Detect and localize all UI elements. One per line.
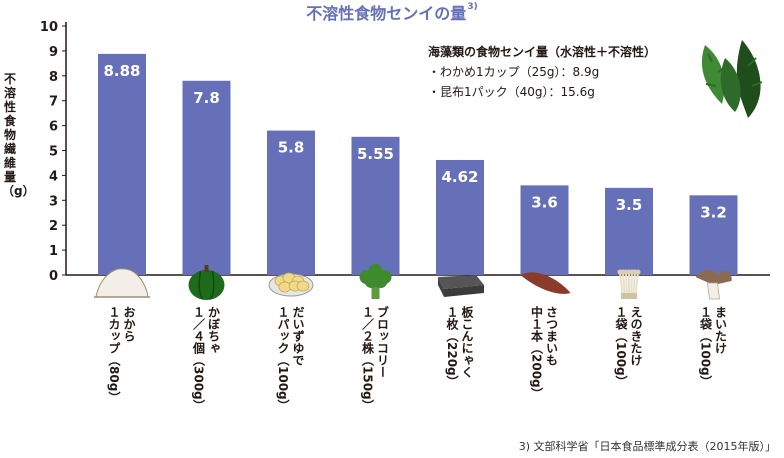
category-name: おから [122, 306, 136, 342]
y-tick-label: 8 [49, 70, 58, 85]
category-label: えのきたけ １袋（100g） [613, 306, 643, 388]
bar-1 [98, 53, 146, 275]
y-tick-label: 5 [49, 145, 58, 160]
note-line-wakame: ・わかめ1カップ（25g）：8.9g [428, 65, 600, 79]
y-tick-label: 4 [49, 169, 58, 184]
category-label: ブロッコリー １／２株（150g） [360, 306, 390, 412]
category-amount: １／４個（300g） [191, 306, 206, 412]
category-amount: １／２株（150g） [360, 306, 375, 412]
y-tick-label: 1 [49, 244, 58, 259]
y-tick-label: 10 [40, 20, 58, 35]
category-amount: １枚（220g） [445, 306, 459, 388]
category-label: だいずゆで １パック（100g） [275, 306, 305, 412]
chart-title: 不溶性食物センイの量3) [306, 2, 478, 23]
soybean-icon [268, 272, 314, 297]
bar-3 [267, 130, 315, 275]
food-icons [94, 264, 732, 300]
category-label: かぼちゃ １／４個（300g） [191, 306, 221, 412]
category-amount: 中１本（200g） [529, 306, 544, 400]
bar-value-label: 5.55 [357, 145, 394, 163]
category-name: だいずゆで [291, 306, 305, 366]
pumpkin-icon [188, 265, 225, 300]
y-tick-label: 3 [49, 194, 58, 209]
y-tick-label: 9 [49, 45, 58, 60]
maitake-icon [695, 270, 732, 300]
bar-5 [436, 159, 484, 275]
category-amount: １袋（100g） [698, 306, 713, 388]
category-label: おから １カップ（80g） [106, 306, 136, 403]
bar-2 [182, 80, 231, 275]
category-label: 板こんにゃく １枚（220g） [444, 306, 474, 388]
y-axis: 0 1 2 3 4 5 6 7 8 9 10 [40, 20, 770, 284]
y-tick-label: 2 [49, 219, 58, 234]
bar-value-label: 3.5 [616, 196, 643, 214]
category-name: まいたけ [713, 306, 728, 354]
y-tick-label: 0 [49, 269, 58, 284]
category-name: えのきたけ [629, 306, 643, 366]
sweet-potato-icon [520, 272, 571, 294]
category-name: ブロッコリー [375, 306, 390, 378]
category-amount: １パック（100g） [276, 306, 290, 412]
note-line-konbu: ・昆布1パック（40g）：15.6g [428, 85, 595, 99]
category-name: 板こんにゃく [460, 306, 474, 378]
source-note: 3) 文部科学省「日本食品標準成分表（2015年版）」 [518, 440, 776, 453]
bar-value-label: 8.88 [103, 62, 140, 80]
broccoli-icon [359, 264, 392, 299]
y-axis-label: 不溶性食物繊維量（g） [2, 72, 35, 198]
y-tick-label: 7 [49, 95, 58, 110]
seaweed-icon [701, 40, 763, 118]
y-tick-label: 6 [49, 120, 58, 135]
bar-value-label: 3.2 [700, 203, 727, 221]
category-amount: １カップ（80g） [107, 306, 121, 404]
bar-8 [689, 195, 738, 275]
okara-icon [94, 268, 150, 298]
category-name: かぼちゃ [206, 306, 221, 354]
bar-value-label: 5.8 [278, 139, 305, 157]
bar-7 [605, 187, 653, 275]
title-reference: 3) [467, 2, 478, 12]
bar-value-label: 4.62 [441, 168, 478, 186]
bar-value-label: 7.8 [193, 89, 220, 107]
seaweed-note: 海藻類の食物センイ量（水溶性＋不溶性） ・わかめ1カップ（25g）：8.9g ・… [428, 42, 656, 102]
bar-value-label: 3.6 [531, 193, 558, 211]
category-amount: １袋（100g） [614, 306, 628, 388]
bars: 8.88 7.8 5.8 5.55 4.62 3.6 3.5 3.2 [98, 53, 738, 275]
enoki-icon [617, 269, 641, 299]
category-name: さつまいも [544, 306, 559, 366]
bar-4 [351, 136, 400, 275]
category-label: さつまいも 中１本（200g） [529, 306, 559, 400]
note-title: 海藻類の食物センイ量（水溶性＋不溶性） [428, 45, 657, 59]
category-label: まいたけ １袋（100g） [698, 306, 728, 388]
konnyaku-icon [438, 275, 484, 297]
bar-6 [520, 185, 569, 275]
